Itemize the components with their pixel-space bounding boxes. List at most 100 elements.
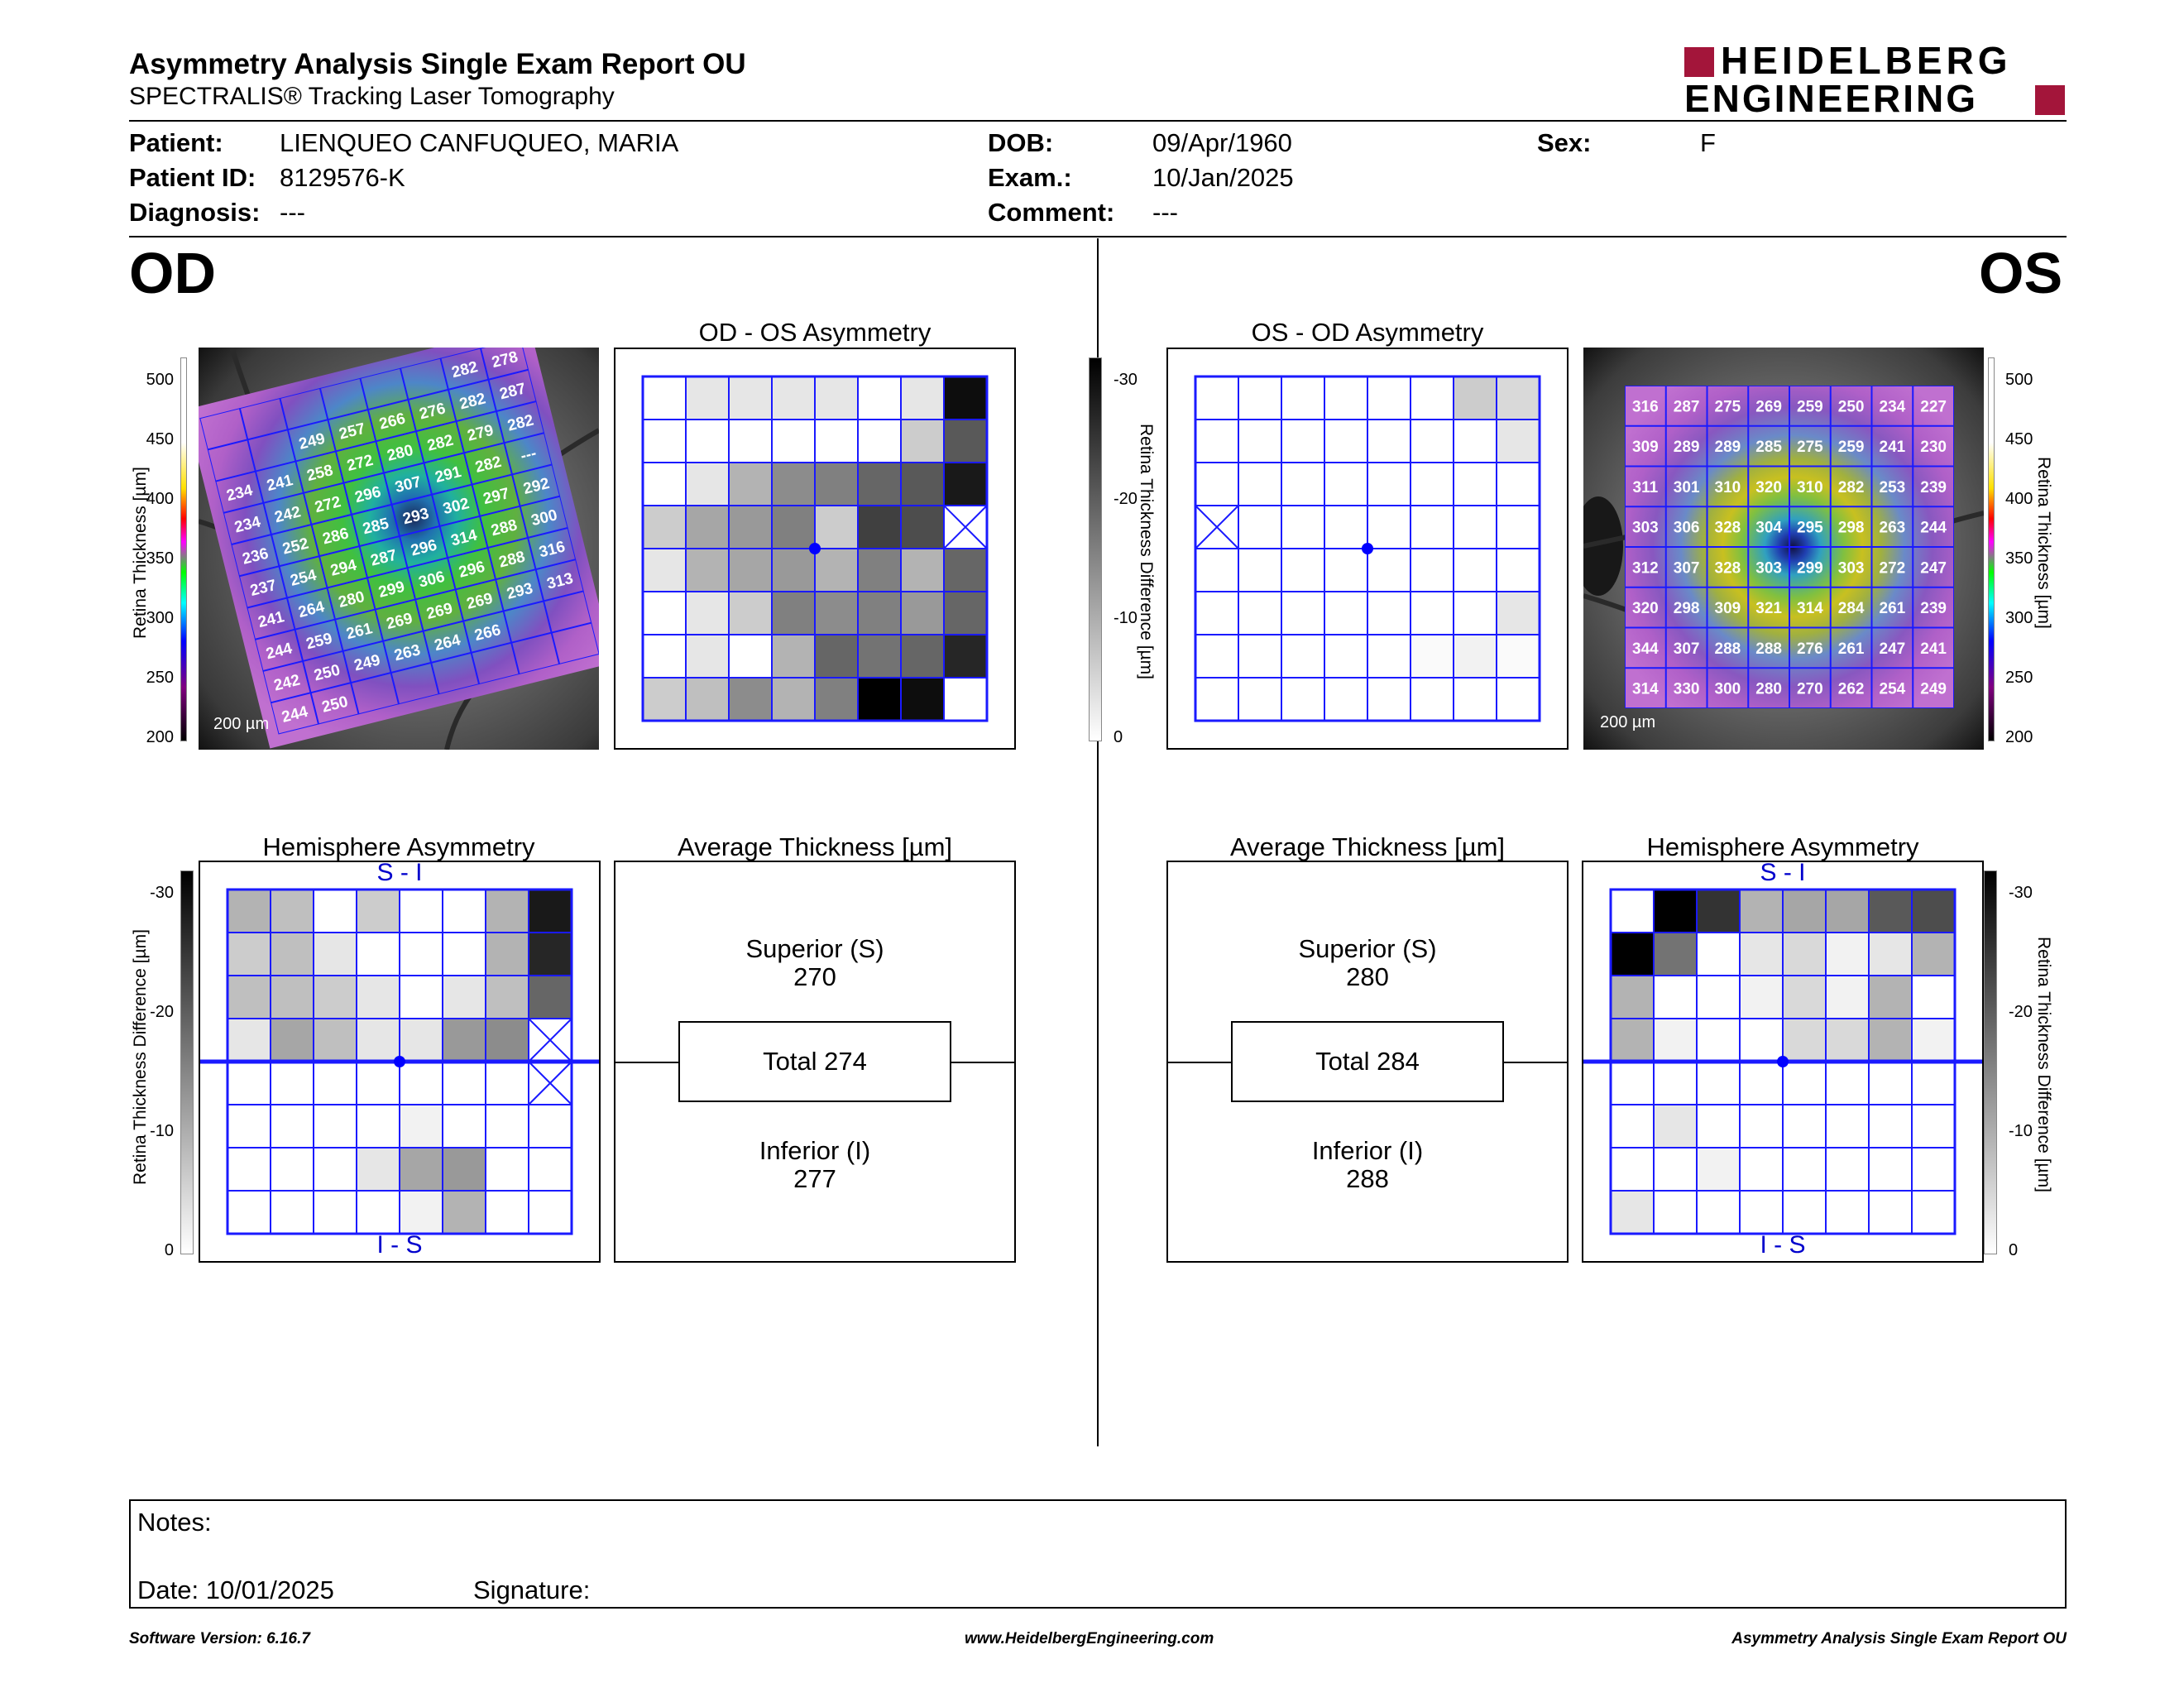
grid-cell — [685, 376, 730, 420]
grid-cell — [685, 591, 730, 635]
grid-cell — [1782, 1147, 1827, 1192]
grid-cell — [1367, 591, 1411, 635]
grid-cell — [1653, 975, 1698, 1019]
grid-cell — [1281, 419, 1325, 463]
grid-cell — [1367, 505, 1411, 549]
grid-cell — [1653, 1061, 1698, 1105]
grid-cell — [771, 376, 816, 420]
grid-cell — [399, 932, 443, 976]
grid-cell — [1453, 419, 1497, 463]
grid-cell — [1410, 548, 1454, 592]
grid-cell — [399, 975, 443, 1019]
grid-cell — [1324, 376, 1368, 420]
grid-cell — [771, 591, 816, 635]
grid-cell — [900, 591, 945, 635]
thickness-value: 249 — [297, 430, 327, 453]
thickness-value: 272 — [345, 452, 375, 475]
thickness-value: 252 — [280, 535, 310, 559]
grid-cell — [1696, 1061, 1741, 1105]
thickness-value: 294 — [328, 557, 358, 580]
grid-cell — [1782, 1061, 1827, 1105]
excluded-cell-cross — [943, 505, 988, 549]
thickness-value: 301 — [1674, 479, 1700, 496]
grid-cell — [485, 1018, 529, 1062]
thickness-value: 269 — [465, 590, 495, 613]
grid-line — [199, 417, 280, 735]
grid-border — [1194, 375, 1541, 722]
grid-line — [262, 590, 584, 673]
grid-cell — [1410, 505, 1454, 549]
thickness-value: 298 — [1674, 600, 1700, 617]
thickness-value: 230 — [1920, 439, 1947, 456]
os-hemi-top-label: S - I — [1760, 859, 1806, 886]
grid-cell — [1324, 505, 1368, 549]
grid-cell — [1911, 932, 1956, 976]
grid-cell — [771, 548, 816, 592]
grid-cell — [900, 677, 945, 722]
grid-cell — [943, 548, 988, 592]
grid-cell — [1324, 677, 1368, 722]
comment-label: Comment: — [988, 198, 1115, 227]
grid-cell — [771, 505, 816, 549]
thickness-value: 261 — [1838, 640, 1865, 658]
sex-value: F — [1700, 128, 1716, 157]
grid-line — [223, 432, 545, 514]
tick-label: -30 — [2009, 884, 2033, 902]
grid-cell — [1696, 1104, 1741, 1149]
tick-label: 350 — [146, 549, 174, 568]
thickness-value: 249 — [1920, 681, 1947, 698]
od-asym-panel — [614, 348, 1016, 750]
grid-cell — [771, 634, 816, 679]
thickness-value: 320 — [1755, 479, 1782, 496]
os-avg-title: Average Thickness [µm] — [1229, 832, 1506, 861]
grid-cell — [814, 677, 859, 722]
grid-cell — [1868, 1147, 1913, 1192]
grid-cell — [728, 376, 773, 420]
os-total-label: Total 284 — [1315, 1047, 1420, 1076]
thickness-value: 234 — [1880, 398, 1906, 415]
grid-cell — [1496, 505, 1540, 549]
grid-cell — [1868, 1104, 1913, 1149]
grid-cell — [1238, 591, 1282, 635]
os-scalebar: 200 µm — [1600, 713, 1656, 731]
grid-cell — [1281, 591, 1325, 635]
grid-cell — [399, 1061, 443, 1105]
od-total-label: Total 274 — [763, 1047, 867, 1076]
logo-red-square-top — [1684, 47, 1714, 77]
grid-cell — [313, 1147, 357, 1192]
grid-cell — [1496, 419, 1540, 463]
grid-cell — [857, 548, 902, 592]
thickness-value: 250 — [1838, 398, 1865, 415]
thickness-value: 306 — [1674, 520, 1700, 537]
grid-line — [207, 368, 529, 451]
grid-cell — [1195, 548, 1239, 592]
thickness-value: 258 — [305, 462, 335, 485]
grid-cell — [1367, 634, 1411, 679]
footer-software: Software Version: 6.16.7 — [129, 1630, 310, 1647]
grid-cell — [1911, 1018, 1956, 1062]
comment-value: --- — [1152, 198, 1178, 227]
diff-colorbar-center — [1089, 357, 1102, 741]
footer-website[interactable]: www.HeidelbergEngineering.com — [965, 1630, 1214, 1647]
patient-id-value: 8129576-K — [280, 163, 405, 192]
grid-cell — [270, 932, 314, 976]
thickness-value: 282 — [457, 390, 487, 413]
grid-cell — [485, 975, 529, 1019]
thickness-value: 227 — [1920, 398, 1947, 415]
sex-label: Sex: — [1537, 128, 1592, 157]
excluded-cell-cross — [1195, 505, 1239, 549]
tick-label: 400 — [2005, 490, 2033, 508]
grid-cell — [313, 932, 357, 976]
thickness-value: 263 — [1880, 520, 1906, 537]
grid-cell — [857, 376, 902, 420]
grid-cell — [1238, 677, 1282, 722]
grid-cell — [642, 677, 687, 722]
grid-cell — [356, 889, 400, 933]
grid-line — [254, 559, 577, 640]
grid-cell — [442, 889, 486, 933]
grid-cell — [1238, 419, 1282, 463]
dob-value: 09/Apr/1960 — [1152, 128, 1292, 157]
thickness-value: 293 — [505, 580, 535, 603]
grid-cell — [1410, 462, 1454, 506]
grid-cell — [685, 677, 730, 722]
